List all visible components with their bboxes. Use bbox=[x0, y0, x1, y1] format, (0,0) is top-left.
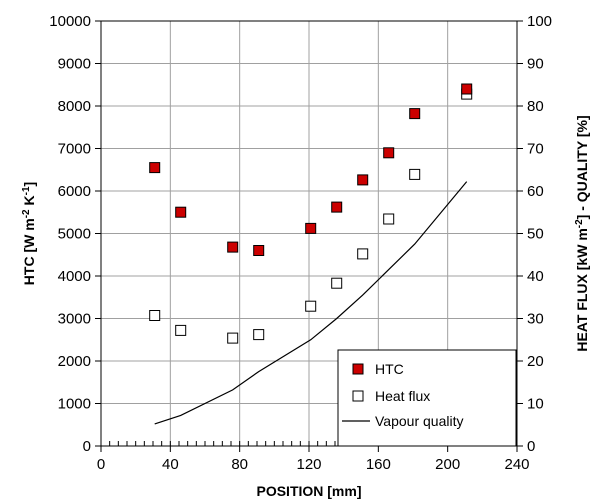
y-left-tick-label: 4000 bbox=[58, 268, 91, 285]
y-right-tick-label: 70 bbox=[527, 141, 544, 158]
y-right-title-part: HEAT FLUX [kW m bbox=[574, 228, 590, 351]
y-right-tick-label: 30 bbox=[527, 311, 544, 328]
y-right-tick-label: 0 bbox=[527, 438, 535, 455]
legend-heat-flux-label: Heat flux bbox=[375, 388, 430, 404]
y-left-tick-label: 5000 bbox=[58, 226, 91, 243]
y-right-tick-label: 10 bbox=[527, 396, 544, 413]
htc-point bbox=[305, 222, 317, 234]
y-left-axis-title: HTC [W m-2 K-1] bbox=[21, 182, 38, 285]
y-right-tick-label: 90 bbox=[527, 56, 544, 73]
heat-flux-series bbox=[149, 88, 473, 344]
y-left-tick-label: 7000 bbox=[58, 141, 91, 158]
htc-point bbox=[175, 206, 187, 218]
vapour-quality-series bbox=[154, 181, 468, 425]
y-left-tick-label: 2000 bbox=[58, 353, 91, 370]
y-left-title-part: HTC [W m bbox=[21, 218, 37, 285]
x-tick-label: 160 bbox=[366, 456, 391, 473]
htc-point bbox=[357, 174, 369, 186]
tick-labels: 0 40 80 120 160 200 24001000200030004000500060… bbox=[49, 13, 552, 473]
y-left-tick-label: 10000 bbox=[49, 13, 91, 30]
y-right-tick-label: 60 bbox=[527, 183, 544, 200]
htc-point bbox=[461, 83, 473, 95]
x-tick-label: 240 bbox=[504, 456, 529, 473]
y-left-tick-label: 0 bbox=[83, 438, 91, 455]
htc-point bbox=[383, 147, 395, 159]
heat-flux-point bbox=[149, 310, 161, 321]
y-right-tick-label: 50 bbox=[527, 226, 544, 243]
y-right-tick-label: 20 bbox=[527, 353, 544, 370]
htc-point bbox=[331, 201, 343, 213]
y-left-tick-label: 9000 bbox=[58, 56, 91, 73]
legend-htc-marker bbox=[352, 363, 364, 375]
x-tick-label: 0 bbox=[97, 456, 105, 473]
y-left-title-sup: -1 bbox=[21, 186, 32, 195]
y-left-title-part: ] bbox=[21, 182, 37, 187]
heat-flux-point bbox=[227, 332, 239, 344]
htc-point bbox=[149, 162, 161, 174]
legend-box bbox=[337, 349, 517, 447]
x-tick-label: 80 bbox=[231, 456, 248, 473]
heat-flux-point bbox=[409, 168, 421, 180]
y-right-tick-label: 80 bbox=[527, 98, 544, 115]
legend-vapour-quality-label: Vapour quality bbox=[375, 413, 463, 429]
htc-point bbox=[253, 245, 265, 256]
y-right-tick-label: 40 bbox=[527, 268, 544, 285]
heat-flux-point bbox=[253, 329, 265, 341]
heat-flux-point bbox=[383, 213, 395, 225]
x-tick-label: 40 bbox=[162, 456, 179, 473]
y-right-title-part: ] - QUALITY [%] bbox=[574, 115, 590, 219]
vapour-quality-line bbox=[154, 181, 468, 425]
heat-flux-point bbox=[357, 248, 369, 260]
legend-htc-label: HTC bbox=[375, 361, 404, 377]
y-right-title-sup: -2 bbox=[574, 219, 585, 228]
y-right-axis-title: HEAT FLUX [kW m-2] - QUALITY [%] bbox=[574, 115, 591, 351]
legend-heat-flux-marker bbox=[352, 390, 364, 402]
htc-point bbox=[227, 241, 239, 253]
grid-lines bbox=[101, 21, 517, 446]
y-right-tick-label: 100 bbox=[527, 13, 552, 30]
legend: HTC Heat flux Vapour quality bbox=[337, 349, 517, 447]
x-tick-label: 200 bbox=[435, 456, 460, 473]
htc-series bbox=[149, 83, 473, 256]
y-left-tick-label: 6000 bbox=[58, 183, 91, 200]
htc-point bbox=[409, 108, 421, 120]
heat-flux-point bbox=[175, 324, 187, 336]
y-left-title-sup: -2 bbox=[21, 209, 32, 218]
y-left-title-part: K bbox=[21, 195, 37, 209]
y-left-tick-label: 1000 bbox=[58, 396, 91, 413]
y-left-tick-label: 3000 bbox=[58, 311, 91, 328]
y-left-tick-label: 8000 bbox=[58, 98, 91, 115]
x-tick-label: 120 bbox=[296, 456, 321, 473]
heat-flux-point bbox=[305, 300, 317, 312]
heat-flux-point bbox=[331, 277, 343, 289]
x-axis-title: POSITION [mm] bbox=[256, 483, 361, 499]
